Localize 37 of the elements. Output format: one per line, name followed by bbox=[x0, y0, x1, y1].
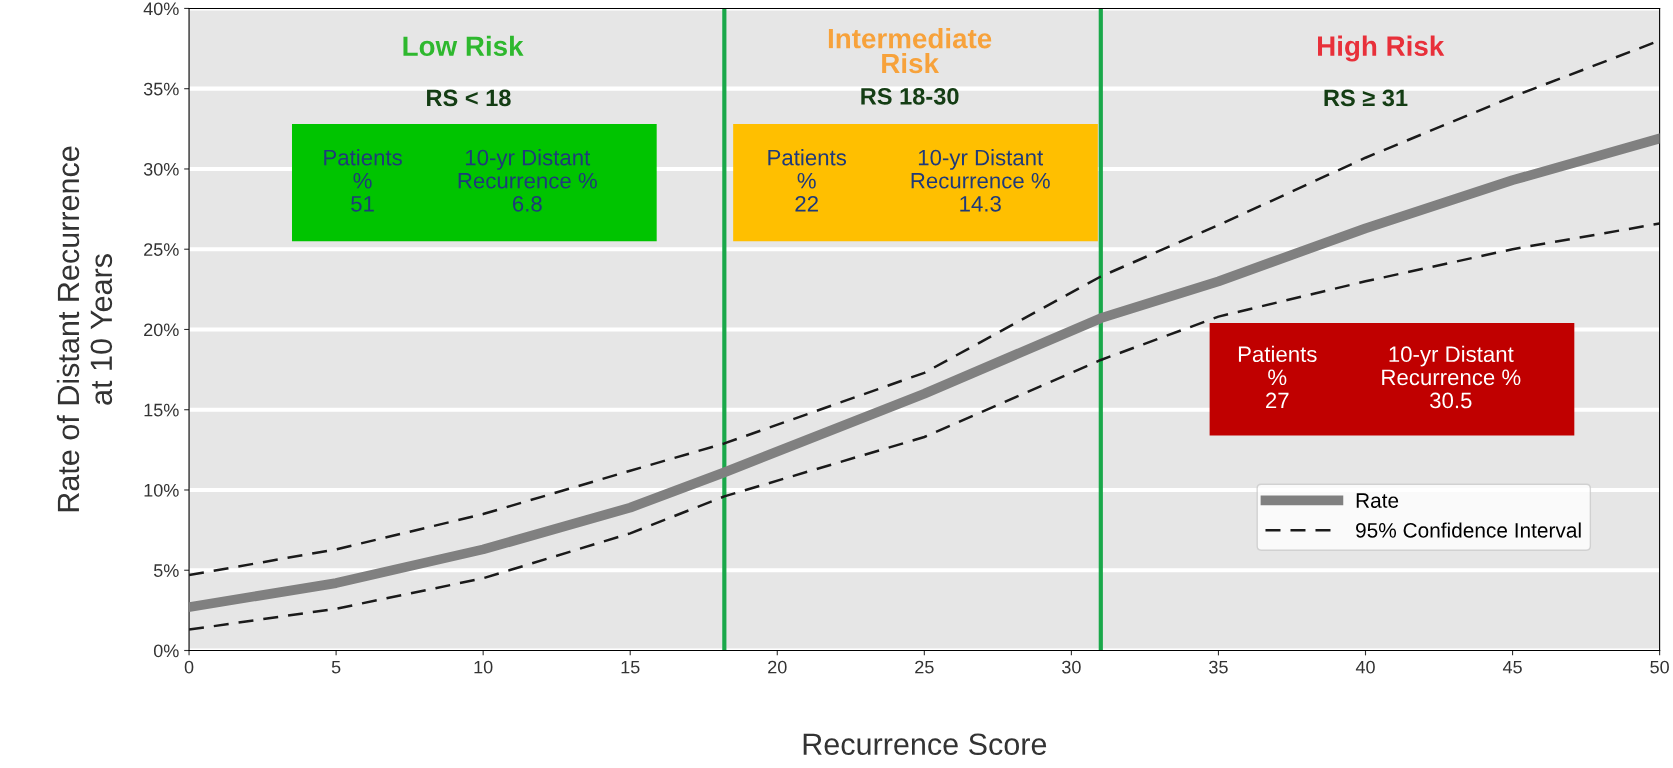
y-axis-title: Rate of Distant Recurrence at 10 Years bbox=[56, 146, 113, 512]
y-tick-label: 35% bbox=[143, 82, 179, 96]
x-tick-label: 0 bbox=[184, 660, 194, 674]
annotation: 10-yr Distant Recurrence % 30.5 bbox=[1382, 345, 1521, 409]
y-tick-label: 30% bbox=[143, 162, 179, 176]
y-tick-label: 40% bbox=[143, 2, 179, 16]
annotation: RS 18-30 bbox=[861, 87, 959, 105]
annotation: RS ≥ 31 bbox=[1324, 89, 1408, 107]
annotation: 10-yr Distant Recurrence % 6.8 bbox=[458, 149, 597, 212]
y-tick-label: 25% bbox=[144, 243, 179, 256]
x-tick-label: 50 bbox=[1650, 660, 1669, 674]
x-tick-label: 35 bbox=[1209, 660, 1228, 674]
x-tick-label: 10 bbox=[474, 660, 493, 674]
y-tick-label: 0% bbox=[153, 644, 179, 658]
annotation: Low Risk bbox=[403, 35, 524, 57]
x-tick-label: 15 bbox=[621, 660, 640, 674]
x-tick-label: 20 bbox=[768, 660, 787, 674]
x-tick-label: 5 bbox=[331, 660, 341, 674]
annotation: Patients % 51 bbox=[324, 149, 402, 212]
y-tick-label: 5% bbox=[153, 564, 179, 577]
annotation: 10-yr Distant Recurrence % 14.3 bbox=[911, 149, 1050, 212]
annotation: RS < 18 bbox=[427, 89, 511, 107]
y-tick-label: 15% bbox=[144, 403, 179, 417]
x-tick-label: 45 bbox=[1502, 660, 1522, 674]
annotation: High Risk bbox=[1318, 35, 1445, 62]
annotation: Patients % 27 bbox=[1238, 345, 1317, 409]
x-tick-label: 25 bbox=[915, 660, 934, 674]
legend-label: Rate bbox=[1356, 493, 1399, 508]
x-tick-label: 30 bbox=[1062, 660, 1081, 674]
x-axis-title: Recurrence Score bbox=[803, 733, 1047, 756]
y-tick-label: 20% bbox=[144, 323, 179, 337]
legend-label: 95% Confidence Interval bbox=[1356, 522, 1581, 538]
line-series bbox=[189, 222, 1660, 631]
y-tick-label: 10% bbox=[144, 483, 179, 497]
annotation: Intermediate Risk bbox=[828, 28, 992, 74]
annotation: Patients % 22 bbox=[768, 149, 847, 212]
x-tick-label: 40 bbox=[1355, 660, 1375, 674]
